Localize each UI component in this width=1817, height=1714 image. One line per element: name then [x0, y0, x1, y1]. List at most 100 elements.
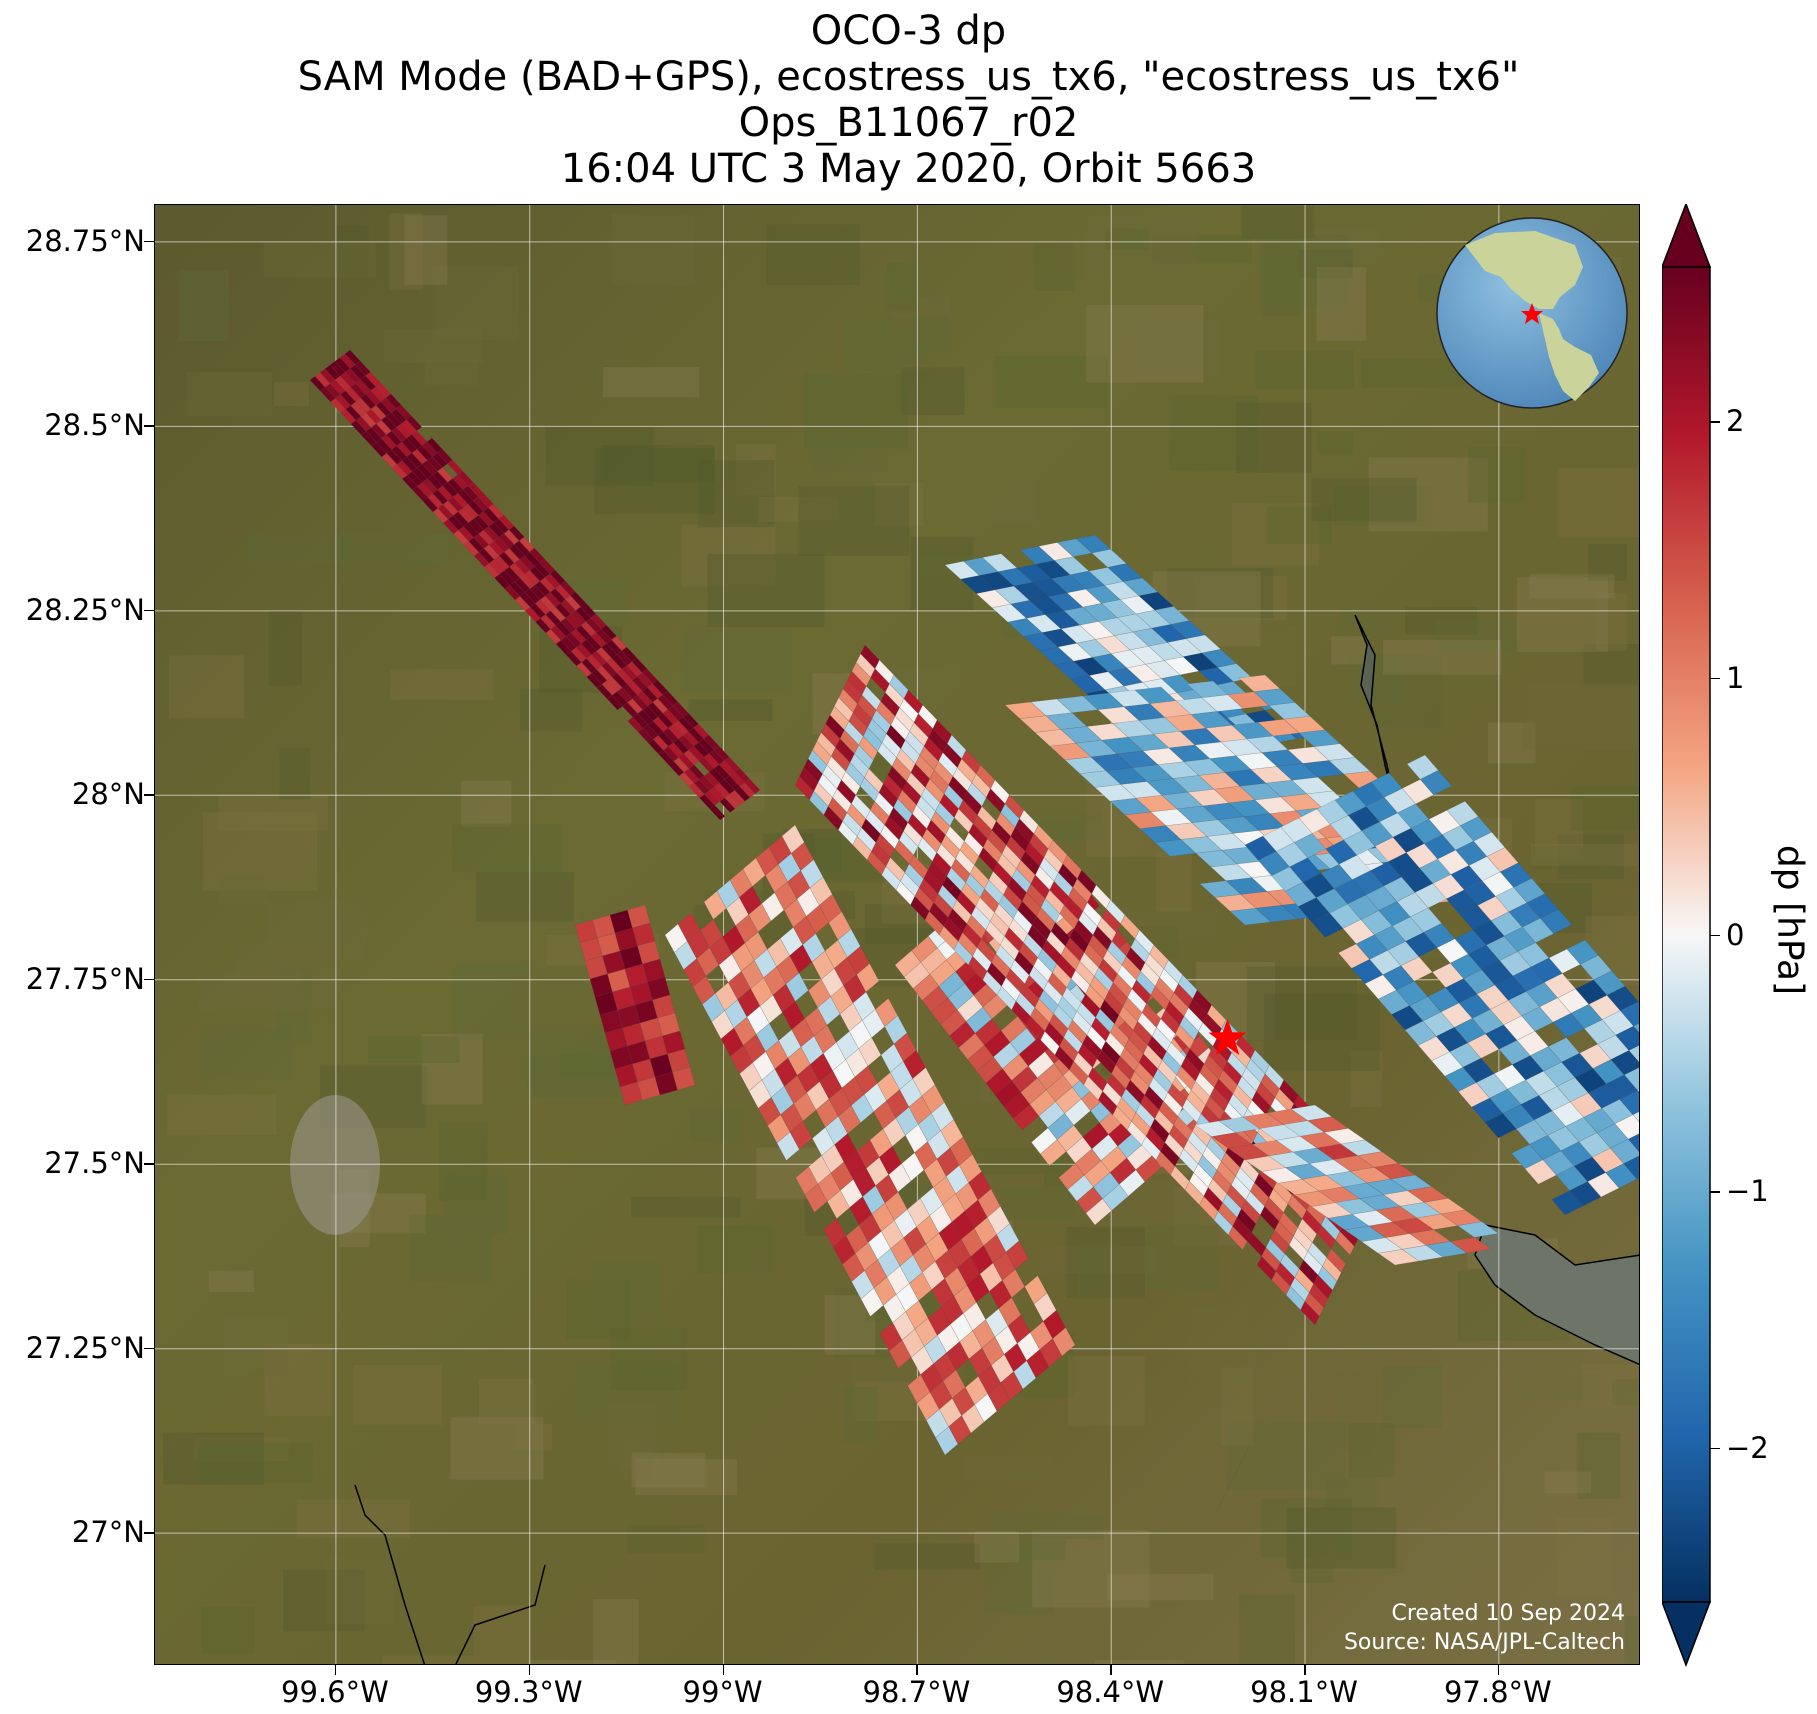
- terrain-patch: [202, 812, 318, 891]
- terrain-patch: [1076, 1243, 1121, 1298]
- colorbar-tick: [1710, 1447, 1720, 1450]
- credit-source: Source: NASA/JPL-Caltech: [1344, 1630, 1625, 1655]
- terrain-patch: [265, 899, 367, 961]
- lat-tick-label: 28.75°N: [25, 223, 145, 258]
- terrain-patch: [842, 1387, 878, 1444]
- terrain-patch: [698, 1225, 773, 1274]
- terrain-patch: [424, 359, 479, 385]
- terrain-patch: [198, 970, 302, 1012]
- terrain-patch: [1434, 620, 1520, 654]
- lat-tick: [144, 794, 154, 796]
- terrain-patch: [263, 241, 376, 278]
- terrain-patch: [1145, 1225, 1219, 1290]
- terrain-patch: [487, 910, 582, 932]
- lat-tick-label: 27.25°N: [25, 1330, 145, 1365]
- terrain-patch: [527, 1660, 617, 1664]
- dp-sounding-cell: [1609, 1138, 1639, 1164]
- dp-sounding-cell: [1633, 1023, 1639, 1033]
- lon-tick: [916, 1665, 918, 1675]
- terrain-patch: [984, 1544, 1054, 1614]
- dp-sounding-cell: [1005, 1240, 1029, 1270]
- terrain-patch: [268, 610, 302, 686]
- terrain-patch: [611, 213, 695, 285]
- lat-tick: [144, 609, 154, 612]
- terrain-patch: [593, 1599, 639, 1664]
- terrain-patch: [874, 1543, 981, 1570]
- terrain-patch: [512, 1424, 553, 1450]
- colorbar-tick-label: 0: [1726, 917, 1745, 952]
- terrain-patch: [201, 1606, 255, 1654]
- terrain-patch: [1136, 320, 1220, 375]
- terrain-patch: [981, 1539, 1067, 1561]
- dp-sounding-cell: [1637, 1089, 1639, 1093]
- terrain-patch: [1350, 657, 1403, 705]
- terrain-patch: [264, 1343, 333, 1417]
- terrain-patch: [990, 1514, 1105, 1540]
- terrain-patch: [1382, 1365, 1442, 1428]
- lat-tick: [144, 1347, 154, 1350]
- terrain-patch: [619, 1441, 653, 1481]
- city-area: [290, 1095, 380, 1235]
- lon-tick: [722, 1665, 725, 1675]
- terrain-patch: [1305, 229, 1379, 264]
- terrain-patch: [193, 1437, 289, 1461]
- terrain-patch: [1066, 1226, 1145, 1298]
- colorbar-tick-label: 1: [1726, 660, 1745, 695]
- lat-tick-label: 27°N: [71, 1515, 145, 1550]
- map-panel[interactable]: Created 10 Sep 2024 Source: NASA/JPL-Cal…: [154, 204, 1640, 1665]
- terrain-patch: [235, 941, 336, 1009]
- terrain-patch: [591, 1261, 661, 1325]
- terrain-patch: [627, 1524, 705, 1554]
- lat-tick-label: 28.25°N: [25, 592, 145, 627]
- terrain-patch: [1535, 799, 1583, 860]
- lat-tick: [144, 425, 154, 427]
- terrain-patch: [1166, 568, 1274, 619]
- terrain-patch: [681, 524, 776, 587]
- terrain-patch: [208, 1270, 255, 1293]
- terrain-patch: [1311, 477, 1417, 522]
- terrain-patch: [974, 1531, 1020, 1563]
- terrain-patch: [1529, 574, 1615, 599]
- terrain-patch: [443, 1175, 508, 1235]
- dp-sounding-cell: [1614, 1114, 1639, 1140]
- terrain-patch: [1039, 1245, 1157, 1274]
- terrain-patch: [1530, 843, 1638, 866]
- title-line-2: SAM Mode (BAD+GPS), ecostress_us_tx6, "e…: [297, 54, 1520, 100]
- colorbar-extend-max: [1662, 204, 1712, 268]
- terrain-patch: [594, 448, 715, 515]
- terrain-patch: [1529, 846, 1600, 870]
- terrain-patch: [1106, 1573, 1214, 1601]
- terrain-patch: [1596, 593, 1627, 651]
- terrain-patch: [404, 215, 448, 286]
- terrain-patch: [218, 794, 329, 831]
- globe-north-america: [1465, 231, 1583, 309]
- terrain-patch: [1221, 1367, 1254, 1446]
- title-line-3: Ops_B11067_r02: [738, 100, 1079, 146]
- colorbar-extend-min: [1662, 1601, 1712, 1668]
- dp-sounding-cell: [1619, 1089, 1639, 1116]
- globe-south-america: [1539, 313, 1599, 401]
- terrain-patch: [1583, 644, 1639, 686]
- credit-created: Created 10 Sep 2024: [1392, 1601, 1626, 1626]
- terrain-patch: [1371, 654, 1442, 728]
- colorbar-gradient: [1662, 266, 1711, 1603]
- lat-tick-label: 28.5°N: [44, 408, 145, 443]
- terrain-patch: [169, 655, 245, 719]
- terrain-patch: [803, 373, 908, 449]
- dp-soundings: [309, 349, 1639, 1516]
- terrain-patch: [1368, 457, 1488, 532]
- terrain-patch: [283, 1569, 365, 1632]
- dp-sounding-cell: [1456, 1221, 1500, 1238]
- terrain-patch: [963, 461, 1039, 523]
- terrain-patch: [766, 224, 860, 286]
- dp-sounding-cell: [1419, 770, 1453, 796]
- dp-sounding-cell: [709, 804, 726, 821]
- terrain-patch: [631, 1453, 706, 1488]
- terrain-patch: [566, 1279, 630, 1340]
- border-river: [354, 1484, 546, 1664]
- dp-sounding-cell: [1628, 1045, 1639, 1063]
- terrain-patch: [1290, 1561, 1333, 1584]
- terrain-patch: [1587, 544, 1627, 581]
- terrain-patch: [707, 554, 825, 628]
- terrain-patch: [1350, 1051, 1383, 1107]
